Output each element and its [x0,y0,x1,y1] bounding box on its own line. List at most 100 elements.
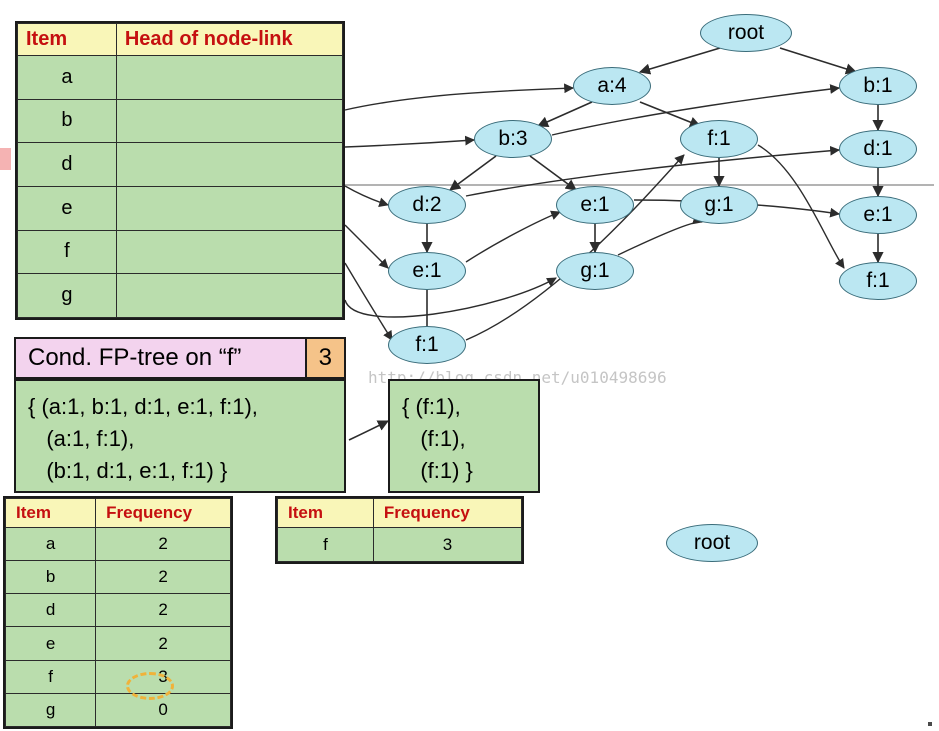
link-edge [758,145,844,268]
freq-table-left-freq: 2 [96,528,231,561]
header-table-link-cell [116,56,342,100]
freq-table-right: ItemFrequencyf3 [275,496,524,564]
header-table-item: g [18,274,117,318]
freq-table-left-item: e [6,627,96,660]
header-table-item: e [18,186,117,230]
cond-fptree-label: Cond. FP-tree on “f”3 [14,337,346,379]
table-row: b2 [6,561,231,594]
tree-node-b3: b:3 [474,120,552,158]
freq-table-left-item: f [6,660,96,693]
link-edge [466,155,684,340]
tree-node-d2: d:2 [388,186,466,224]
tree-node-label: f:1 [707,127,730,151]
tree-edge [640,102,700,126]
header-table-item: a [18,56,117,100]
freq-table-left-item: a [6,528,96,561]
pattern-box-left: { (a:1, b:1, d:1, e:1, f:1), (a:1, f:1),… [14,379,346,493]
freq-table-left-freq: 2 [96,561,231,594]
table-row: e2 [6,627,231,660]
freq-table-left-item: g [6,693,96,726]
tree-node-label: e:1 [412,259,441,283]
tree-node-label: f:1 [866,269,889,293]
header-table-col: Head of node-link [116,24,342,56]
decorative-dot [928,722,932,726]
link-edge [466,212,560,262]
tree-node-label: b:3 [498,127,527,151]
pattern-box-left-line: (b:1, d:1, e:1, f:1) } [28,455,332,487]
pattern-box-right-line: (f:1) } [402,455,526,487]
table-row: g0 [6,693,231,726]
header-table-link-cell [116,274,342,318]
freq-table-left-freq: 2 [96,627,231,660]
header-table: ItemHead of node-linkabdefg [15,21,345,320]
link-edge [345,186,388,205]
header-table-link-cell [116,99,342,143]
tree-node-g1b: g:1 [556,252,634,290]
tree-edge [530,156,576,190]
freq-table-right-col: Item [278,499,374,528]
tree-node-a4: a:4 [573,67,651,105]
freq-table-left-freq: 0 [96,693,231,726]
freq-table-right-col: Frequency [373,499,521,528]
pattern-box-right: { (f:1), (f:1), (f:1) } [388,379,540,493]
freq-table-right-item: f [278,528,374,562]
tree-node-label: d:1 [863,137,892,161]
header-table-link-cell [116,230,342,274]
tree-node-label: root [694,531,730,555]
link-edge [345,88,573,110]
decorative-sliver [0,148,11,170]
tree-node-label: f:1 [415,333,438,357]
freq-table-left-freq: 3 [96,660,231,693]
header-table-col: Item [18,24,117,56]
header-table-item: f [18,230,117,274]
tree-node-label: e:1 [863,203,892,227]
pattern-box-left-line: (a:1, f:1), [28,423,332,455]
tree-node-label: a:4 [597,74,626,98]
tree-edge [640,48,720,72]
pattern-box-right-line: { (f:1), [402,391,526,423]
table-row: f3 [278,528,522,562]
link-edge [345,263,392,340]
tree-node-f1b: f:1 [388,326,466,364]
tree-node-e1b: e:1 [388,252,466,290]
freq-table-left-item: b [6,561,96,594]
cond-fptree-badge: 3 [305,337,346,379]
header-table-item: d [18,143,117,187]
table-row: f3 [6,660,231,693]
tree-node-label: g:1 [704,193,733,217]
tree-node-f1r: f:1 [839,262,917,300]
table-row: d2 [6,594,231,627]
header-table-link-cell [116,143,342,187]
cond-fptree-text: Cond. FP-tree on “f” [14,337,305,379]
freq-table-left-col: Item [6,499,96,528]
link-edge [345,140,474,147]
tree-node-root1: root [700,14,792,52]
box-link-arrow [349,421,388,440]
pattern-box-left-line: { (a:1, b:1, d:1, e:1, f:1), [28,391,332,423]
tree-node-f1a: f:1 [680,120,758,158]
tree-node-label: b:1 [863,74,892,98]
tree-node-label: g:1 [580,259,609,283]
tree-edge [538,102,592,126]
tree-node-b1t: b:1 [839,67,917,105]
header-table-link-cell [116,186,342,230]
table-row: a2 [6,528,231,561]
tree-edge [450,156,496,190]
tree-node-label: root [728,21,764,45]
freq-table-left: ItemFrequencya2b2d2e2f3g0 [3,496,233,729]
link-edge [618,222,702,255]
tree-edge [780,48,856,72]
pattern-box-right-line: (f:1), [402,423,526,455]
freq-table-left-col: Frequency [96,499,231,528]
tree-node-g1: g:1 [680,186,758,224]
header-table-item: b [18,99,117,143]
link-edge [345,225,388,268]
tree-node-e1r: e:1 [839,196,917,234]
freq-table-left-item: d [6,594,96,627]
tree-node-root2: root [666,524,758,562]
freq-table-right-freq: 3 [373,528,521,562]
freq-table-left-freq: 2 [96,594,231,627]
tree-node-label: e:1 [580,193,609,217]
tree-node-e1a: e:1 [556,186,634,224]
tree-node-d1: d:1 [839,130,917,168]
